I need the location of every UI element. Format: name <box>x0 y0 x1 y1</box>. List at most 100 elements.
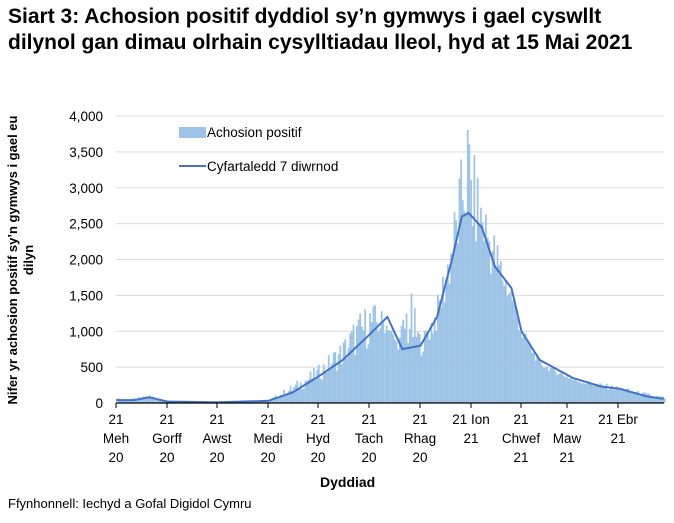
x-tick-label: 21 <box>412 412 427 427</box>
y-tick-label: 500 <box>80 360 103 375</box>
bar <box>367 344 370 403</box>
bar <box>503 285 506 403</box>
bar <box>437 294 439 403</box>
bar <box>329 368 332 403</box>
bar <box>622 390 625 403</box>
bar <box>637 390 640 403</box>
bar <box>351 330 353 403</box>
bar <box>321 379 323 403</box>
bar <box>428 339 431 403</box>
x-tick-label: Chwef <box>502 431 541 446</box>
bar <box>312 367 315 403</box>
x-tick-label: 20 <box>260 450 275 465</box>
bar <box>162 400 165 403</box>
bar <box>438 300 441 403</box>
legend: Achosion positif Cyfartaledd 7 diwrnod <box>179 125 338 174</box>
bar <box>394 339 396 403</box>
bar <box>422 351 424 403</box>
y-tick-label: 2,000 <box>69 253 103 268</box>
bar <box>514 307 517 403</box>
bar <box>296 380 299 403</box>
bar <box>342 342 345 403</box>
bar <box>650 396 653 403</box>
bar <box>332 352 335 403</box>
bar <box>542 367 545 403</box>
bar <box>476 178 479 403</box>
x-tick-label: 20 <box>108 450 123 465</box>
bar <box>571 379 573 403</box>
bar <box>518 329 520 403</box>
x-tick-label: 21 <box>513 412 528 427</box>
x-tick-label: Meh <box>103 431 129 446</box>
bar <box>405 313 408 403</box>
bar <box>569 378 572 403</box>
bar <box>506 295 509 403</box>
bar <box>334 351 337 403</box>
bar <box>255 401 257 403</box>
x-tick-label: 21 Ebr <box>598 412 638 427</box>
bar <box>614 389 616 403</box>
bar <box>653 397 656 403</box>
bar <box>589 383 592 403</box>
y-tick-label: 0 <box>95 396 103 411</box>
bar <box>496 245 499 403</box>
bar <box>579 381 582 403</box>
bar <box>349 333 352 403</box>
bar <box>478 225 481 403</box>
bar <box>475 241 477 403</box>
bar <box>375 322 378 403</box>
bar <box>150 396 153 403</box>
x-tick-label: 21 <box>463 431 478 446</box>
bar <box>544 367 547 403</box>
bar <box>440 307 443 403</box>
bar <box>442 276 444 403</box>
bar <box>554 371 557 403</box>
bar <box>607 389 610 403</box>
bar <box>660 396 663 403</box>
bar <box>408 328 411 403</box>
bar <box>154 397 156 403</box>
legend-label: Cyfartaledd 7 diwrnod <box>207 159 338 174</box>
bar <box>417 332 419 403</box>
bar <box>130 399 133 403</box>
bar <box>157 399 160 403</box>
bar <box>399 337 401 403</box>
bar <box>435 330 438 403</box>
bar <box>286 394 289 403</box>
x-tick-label: 20 <box>159 450 174 465</box>
bar <box>486 237 489 403</box>
bar <box>322 364 325 403</box>
x-tick-label: Tach <box>355 431 384 446</box>
bar <box>576 380 578 403</box>
bar <box>501 280 504 403</box>
bar <box>493 235 496 403</box>
bar <box>640 395 643 403</box>
bar <box>317 364 320 403</box>
bar <box>365 348 368 403</box>
bar <box>513 301 515 403</box>
bar <box>635 391 638 403</box>
bar <box>384 333 386 403</box>
bar <box>534 360 537 403</box>
bar <box>413 308 416 403</box>
bar <box>567 378 570 403</box>
bar <box>359 313 362 403</box>
bar <box>145 396 148 403</box>
bar <box>556 374 558 403</box>
bar <box>458 178 461 403</box>
x-tick-label: 21 <box>108 412 123 427</box>
bar <box>529 344 532 403</box>
bar <box>460 159 462 403</box>
bar <box>629 391 631 403</box>
bar <box>463 211 466 403</box>
bar <box>304 381 307 403</box>
bar <box>139 397 141 403</box>
bar <box>490 273 492 403</box>
bar <box>647 393 650 403</box>
bar <box>427 334 429 403</box>
bar <box>610 385 613 403</box>
bar <box>473 155 476 403</box>
bar <box>289 385 292 403</box>
bar <box>316 369 319 403</box>
bar <box>648 394 651 403</box>
